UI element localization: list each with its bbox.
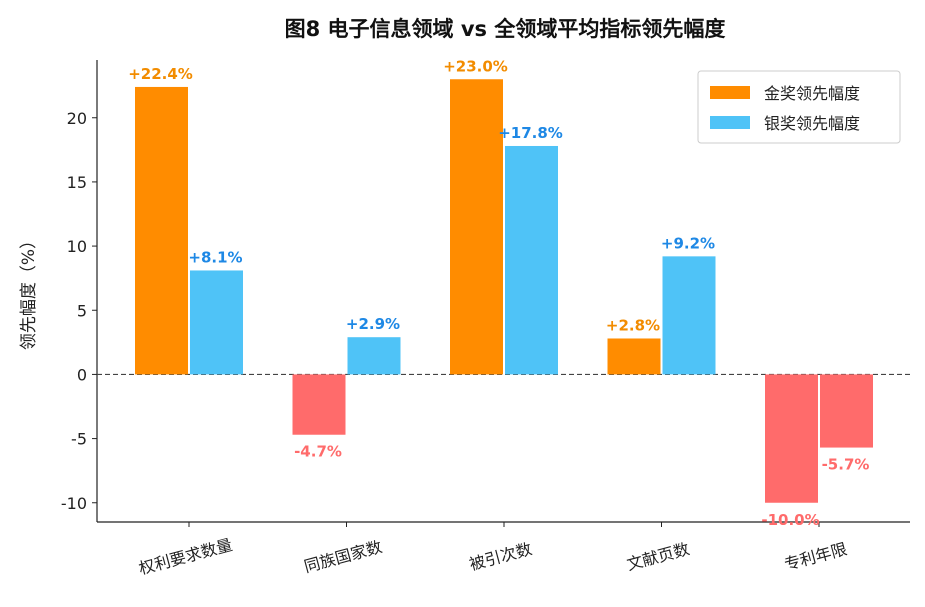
silver-bar xyxy=(662,256,716,375)
gold-bar xyxy=(450,79,503,375)
gold-bar xyxy=(292,374,346,435)
y-tick-label: 0 xyxy=(77,365,87,384)
y-axis-label: 领先幅度（%） xyxy=(19,232,39,350)
y-tick-label: -5 xyxy=(71,430,87,449)
silver-data-label: +9.2% xyxy=(661,234,715,252)
x-tick-label: 文献页数 xyxy=(625,539,692,574)
bars-group xyxy=(135,79,873,503)
silver-data-label: +8.1% xyxy=(188,248,242,266)
legend-label: 金奖领先幅度 xyxy=(764,84,860,103)
y-tick-label: 20 xyxy=(67,109,87,128)
y-tick-label: 5 xyxy=(77,301,87,320)
gold-data-label: +2.8% xyxy=(606,316,660,334)
silver-bar xyxy=(505,145,558,375)
silver-data-label: +2.9% xyxy=(346,315,400,333)
gold-data-label: -10.0% xyxy=(761,511,819,529)
silver-bar xyxy=(347,337,401,375)
legend-swatch xyxy=(710,86,750,99)
x-tick-label: 被引次数 xyxy=(467,539,534,574)
x-tick-label: 同族国家数 xyxy=(302,537,384,576)
gold-bar xyxy=(135,86,188,375)
y-tick-label: -10 xyxy=(61,494,87,513)
legend-swatch xyxy=(710,116,750,129)
gold-bar xyxy=(607,338,661,375)
y-tick-label: 15 xyxy=(67,173,87,192)
gold-bar xyxy=(765,374,818,503)
chart-title: 图8 电子信息领域 vs 全领域平均指标领先幅度 xyxy=(285,17,726,41)
gold-data-label: +22.4% xyxy=(128,65,193,83)
silver-bar xyxy=(820,374,873,448)
data-labels-group: +22.4% -4.7% +23.0% +2.8% -10.0% +8.1% +2.9% +1… xyxy=(128,57,869,529)
silver-bar xyxy=(190,270,243,375)
x-tick-label: 专利年限 xyxy=(782,539,849,574)
silver-data-label: +17.8% xyxy=(498,124,563,142)
x-tick-label: 权利要求数量 xyxy=(137,535,235,578)
legend-label: 银奖领先幅度 xyxy=(764,114,860,133)
y-tick-label: 10 xyxy=(67,237,87,256)
gold-data-label: -4.7% xyxy=(294,443,342,461)
gold-data-label: +23.0% xyxy=(443,57,508,75)
silver-data-label: -5.7% xyxy=(822,456,870,474)
